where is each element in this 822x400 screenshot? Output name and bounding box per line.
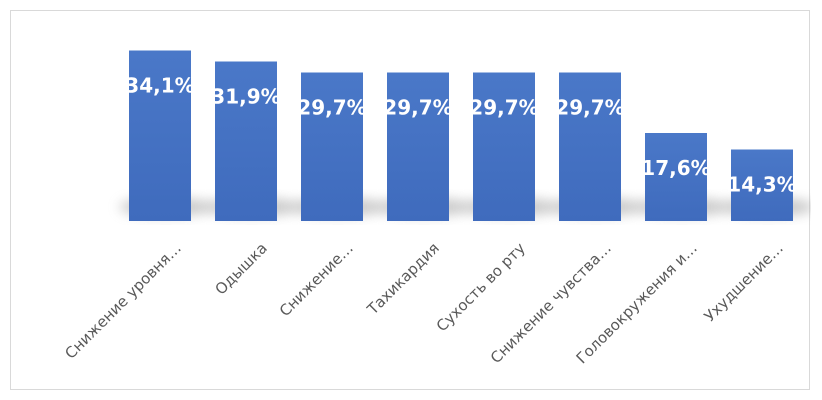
bar <box>559 72 621 221</box>
data-label: 29,7% <box>383 96 452 120</box>
bar <box>301 72 363 221</box>
category-label: Ухудшение… <box>701 239 787 325</box>
data-label: 14,3% <box>727 173 796 197</box>
bar <box>645 133 707 221</box>
category-label: Снижение… <box>276 239 357 320</box>
bar-chart: 34,1% 31,9% 29,7% 29,7% 29,7% 29,7% 17,6% 14,3%… <box>61 50 811 367</box>
bar <box>387 72 449 221</box>
data-label: 29,7% <box>297 96 366 120</box>
category-label: Одышка <box>211 239 270 298</box>
category-label: Снижение уровня… <box>61 239 184 362</box>
data-label: 29,7% <box>555 96 624 120</box>
data-label: 29,7% <box>469 96 538 120</box>
data-label: 34,1% <box>125 74 194 98</box>
bar <box>473 72 535 221</box>
bars-group <box>129 50 793 221</box>
bar <box>129 50 191 221</box>
chart-frame: 34,1% 31,9% 29,7% 29,7% 29,7% 29,7% 17,6% 14,3%… <box>10 10 811 390</box>
category-label: Сухость во рту <box>433 239 529 335</box>
bar <box>731 149 793 221</box>
category-label: Тахикардия <box>363 239 443 319</box>
data-label: 17,6% <box>641 156 710 180</box>
category-labels-group: Снижение уровня… Одышка Снижение… Тахикарди… <box>61 239 786 367</box>
data-labels-group: 34,1% 31,9% 29,7% 29,7% 29,7% 29,7% 17,6% 14,3% <box>125 74 796 197</box>
data-label: 31,9% <box>211 85 280 109</box>
bar <box>215 61 277 221</box>
